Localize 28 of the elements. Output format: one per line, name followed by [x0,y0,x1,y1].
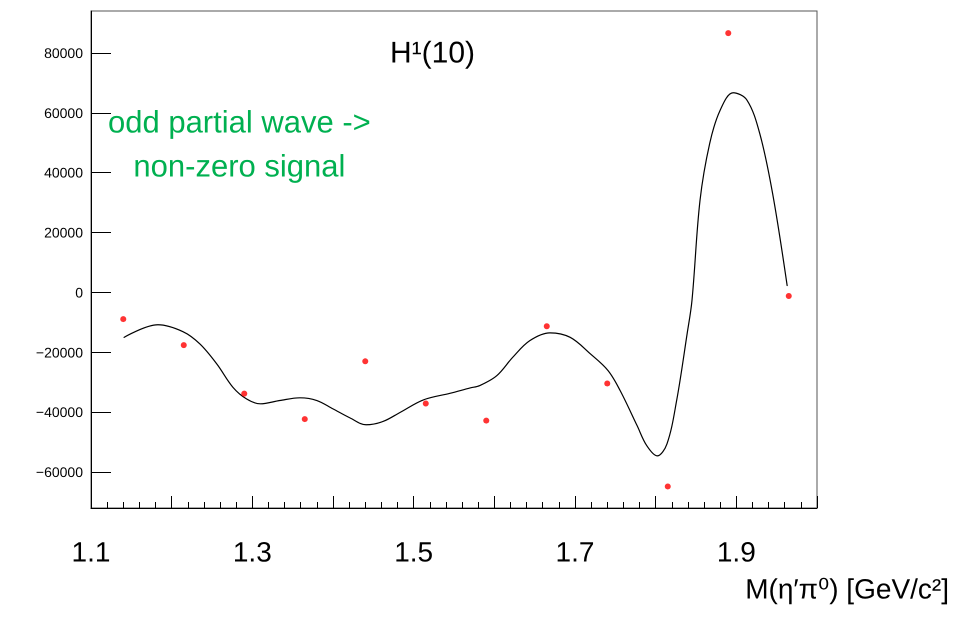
y-tick-label: −40000 [36,404,84,420]
point [120,316,126,322]
point [241,390,248,397]
point [362,358,368,364]
x-tick-label: 1.5 [394,536,434,568]
point [180,342,187,348]
point [302,416,308,422]
point [786,293,792,300]
point [604,380,610,386]
y-tick-label: 60000 [44,104,84,121]
x-axis-title: M(η′π⁰) [GeV/c²] [745,574,950,604]
y-tick-label: 80000 [44,44,84,61]
annotation: odd partial wave -> non-zero signal [108,104,371,184]
x-tick-label: 1.9 [716,536,756,568]
x-tick-label: 1.7 [556,536,594,568]
point [544,323,550,330]
point [725,30,732,36]
y-tick-label: −60000 [36,464,84,480]
y-tick-label: 20000 [44,224,84,241]
x-tick-label: 1.3 [232,536,272,568]
point [664,483,671,490]
y-tick-label: 40000 [44,164,84,181]
text: H¹(10) [390,36,476,70]
point [483,418,490,424]
y-tick-label: −20000 [36,344,84,360]
x-tick-label: 1.1 [72,536,110,568]
point [422,400,429,407]
y-tick-label: 0 [75,284,84,300]
